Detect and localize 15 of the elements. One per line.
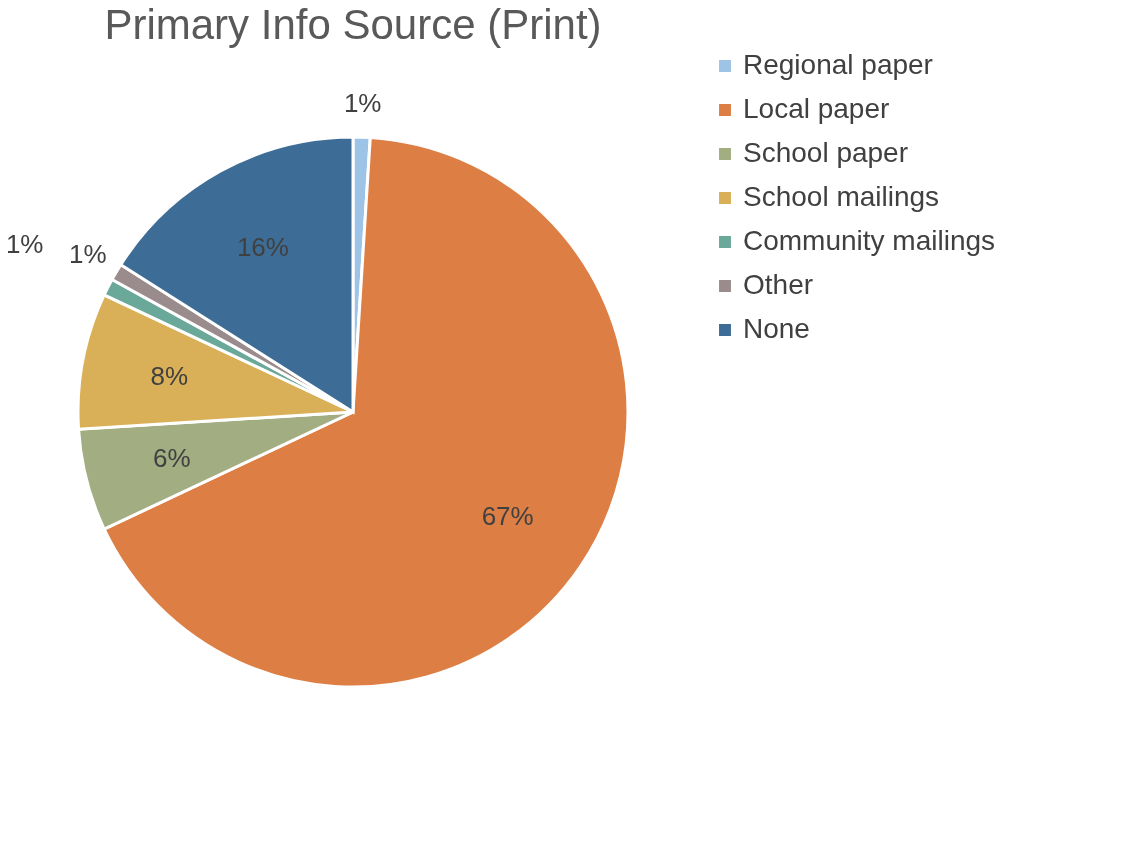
legend-label: None — [743, 313, 810, 344]
data-label: 1% — [343, 88, 382, 119]
data-label: 16% — [236, 232, 289, 263]
legend-label: Community mailings — [743, 225, 996, 256]
legend-label: Local paper — [743, 93, 890, 124]
data-label: 1% — [69, 239, 107, 270]
chart-title: Primary Info Source (Print) — [104, 1, 602, 48]
data-label: 8% — [150, 360, 189, 391]
data-label: 67% — [481, 501, 534, 532]
legend-label: School paper — [743, 137, 909, 168]
data-label: 1% — [5, 228, 44, 259]
legend-label: Other — [743, 269, 814, 300]
legend-label: Regional paper — [743, 49, 933, 80]
legend-label: School mailings — [743, 181, 940, 212]
data-label: 6% — [153, 442, 191, 473]
